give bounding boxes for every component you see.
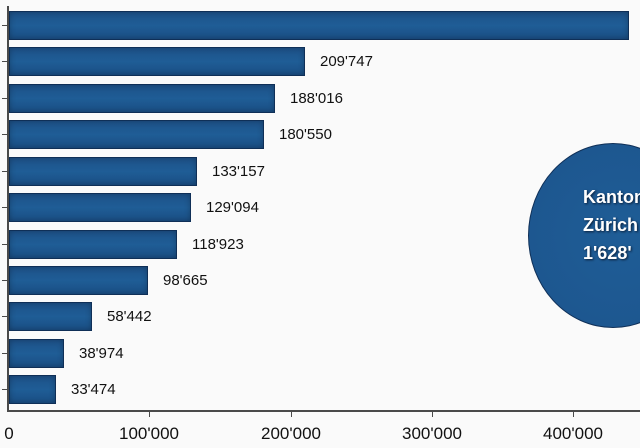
bar-value-label: 118'923 bbox=[192, 236, 244, 253]
bar-value-label: 58'442 bbox=[107, 308, 152, 325]
y-tick bbox=[2, 98, 8, 99]
bar bbox=[9, 339, 64, 368]
bar bbox=[9, 302, 92, 331]
bar-value-label: 188'016 bbox=[290, 90, 343, 107]
bar bbox=[9, 120, 264, 149]
total-bubble-label: Kanton Zürich 1'628' bbox=[583, 183, 640, 267]
y-tick bbox=[2, 316, 8, 317]
y-tick bbox=[2, 207, 8, 208]
bar-value-label: 133'157 bbox=[212, 163, 265, 180]
bar bbox=[9, 47, 305, 76]
x-tick-label: 400'000 bbox=[543, 424, 603, 443]
bar bbox=[9, 193, 191, 222]
bar-value-label: 98'665 bbox=[163, 272, 208, 289]
bubble-line-1: Kanton bbox=[583, 187, 640, 207]
bar bbox=[9, 84, 275, 113]
y-tick bbox=[2, 389, 8, 390]
x-tick bbox=[432, 411, 433, 417]
bar bbox=[9, 157, 197, 186]
bar-value-label: 180'550 bbox=[279, 126, 332, 143]
y-tick bbox=[2, 280, 8, 281]
y-tick bbox=[2, 134, 8, 135]
bar bbox=[9, 266, 148, 295]
bar bbox=[9, 230, 177, 259]
bar-value-label: 129'094 bbox=[206, 199, 259, 216]
y-axis bbox=[7, 6, 9, 412]
x-tick bbox=[149, 411, 150, 417]
bar-value-label: 33'474 bbox=[71, 381, 116, 398]
bubble-line-3: 1'628' bbox=[583, 243, 632, 263]
y-tick bbox=[2, 61, 8, 62]
x-tick-label: 200'000 bbox=[261, 424, 321, 443]
x-tick-label: 300'000 bbox=[402, 424, 462, 443]
bar-value-label: 38'974 bbox=[79, 345, 124, 362]
x-tick-label: 100'000 bbox=[119, 424, 179, 443]
y-tick bbox=[2, 353, 8, 354]
x-axis bbox=[7, 410, 640, 412]
bar bbox=[9, 11, 629, 40]
x-tick bbox=[291, 411, 292, 417]
x-tick-label: 0 bbox=[4, 424, 14, 443]
bar-value-label: 209'747 bbox=[320, 53, 373, 70]
bar bbox=[9, 375, 56, 404]
bubble-line-2: Zürich bbox=[583, 215, 639, 235]
x-tick bbox=[573, 411, 574, 417]
y-tick bbox=[2, 25, 8, 26]
y-tick bbox=[2, 171, 8, 172]
y-tick bbox=[2, 244, 8, 245]
